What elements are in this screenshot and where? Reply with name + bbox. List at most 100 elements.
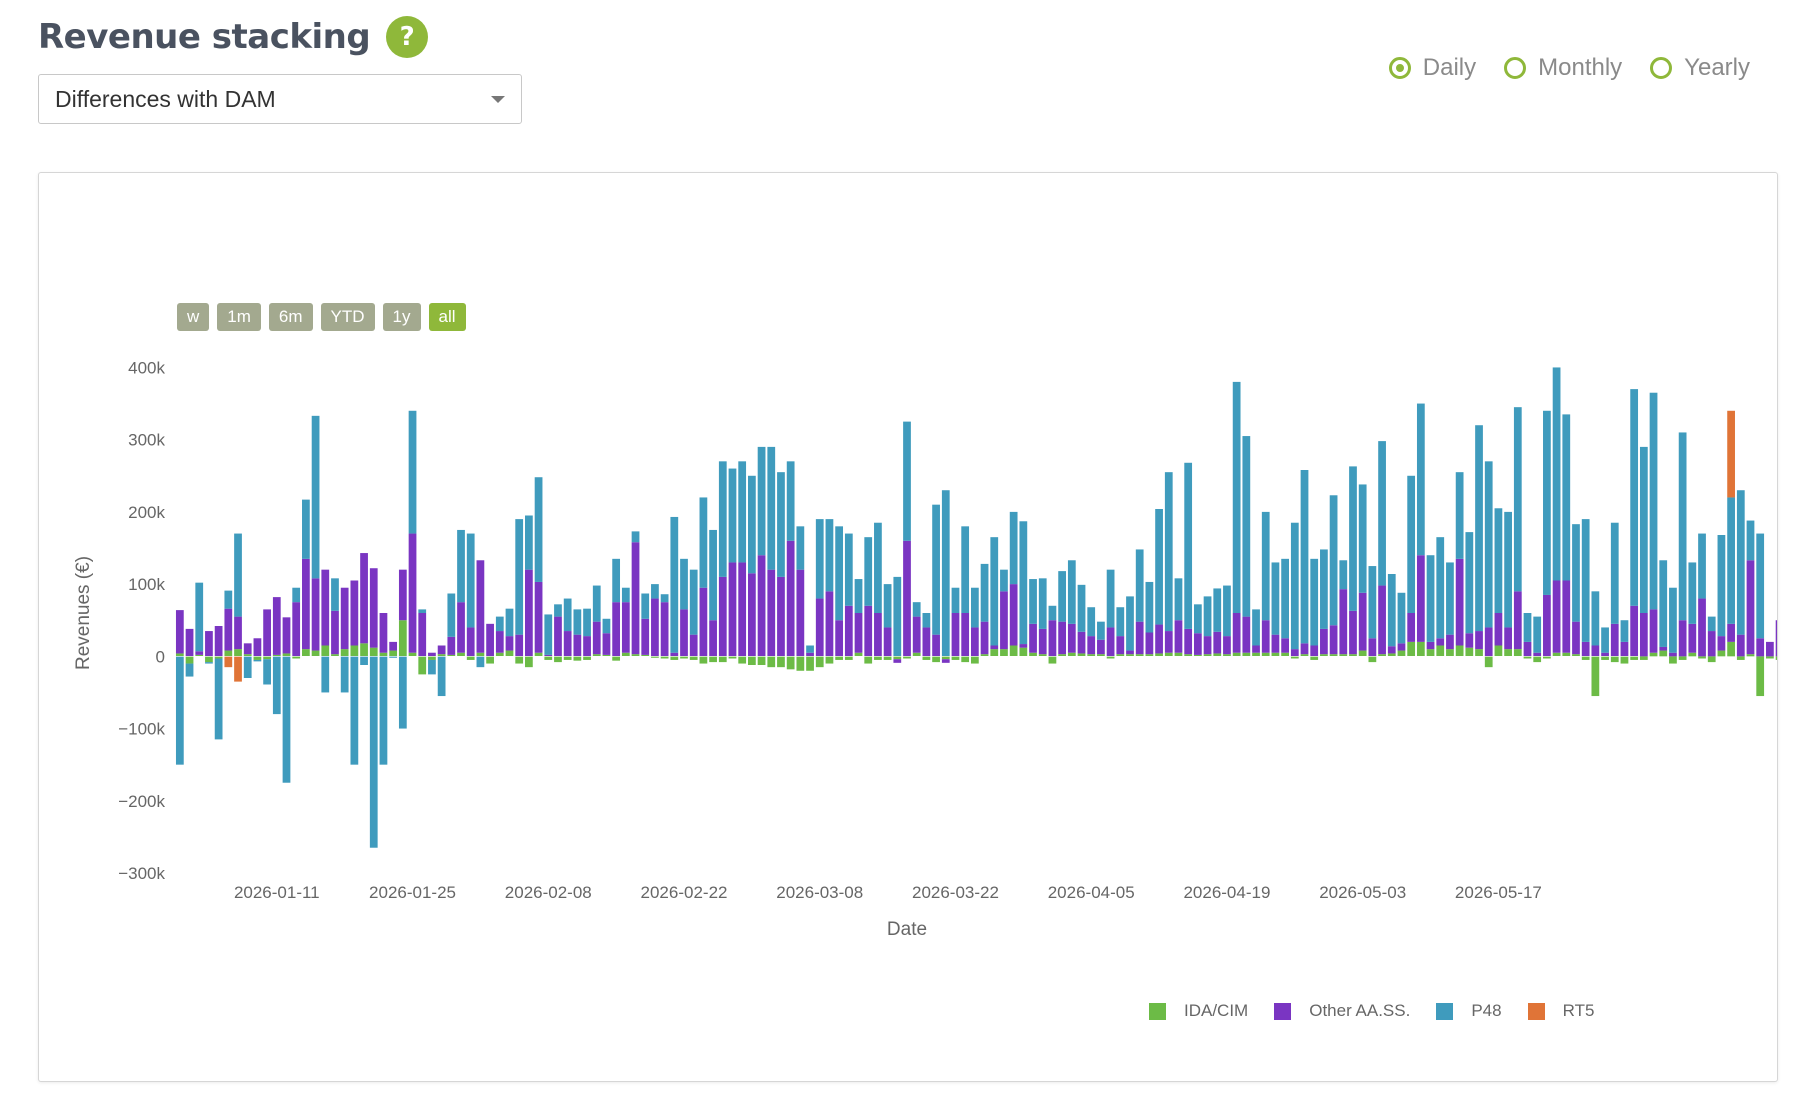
bar-p48 (825, 519, 834, 592)
bar-p48 (457, 529, 465, 603)
bar-p48 (1368, 566, 1377, 639)
bar-p48 (563, 598, 572, 632)
radio-yearly[interactable]: Yearly (1650, 54, 1750, 82)
range-button-1m[interactable]: 1m (217, 303, 261, 331)
bar-p48 (282, 656, 291, 783)
bar-other-aa-ss- (689, 634, 698, 657)
bar-ida-cim (1543, 656, 1551, 659)
range-selector: w 1m 6m YTD 1y all (177, 303, 466, 331)
bar-p48 (1484, 461, 1493, 628)
bar-p48 (970, 587, 979, 628)
range-button-6m[interactable]: 6m (268, 303, 313, 331)
bar-ida-cim (1707, 656, 1716, 663)
radio-monthly[interactable]: Monthly (1504, 54, 1622, 82)
bar-other-aa-ss- (253, 638, 262, 657)
bar-other-aa-ss- (1494, 613, 1503, 646)
bar-ida-cim (1484, 656, 1493, 668)
bar-ida-cim (912, 652, 921, 657)
bar-other-aa-ss- (205, 631, 213, 657)
bar-p48 (1378, 441, 1386, 586)
bar-ida-cim (631, 654, 640, 657)
legend-item-other-aass[interactable]: Other AA.SS. (1274, 1001, 1410, 1021)
bar-other-aa-ss- (1698, 598, 1706, 657)
bar-ida-cim (525, 656, 533, 668)
bar-ida-cim (1426, 649, 1435, 657)
bar-other-aa-ss- (1387, 646, 1396, 654)
bar-p48 (1533, 616, 1542, 653)
range-button-1y[interactable]: 1y (382, 303, 421, 331)
bar-ida-cim (1145, 654, 1154, 657)
x-tick-label: 2026-05-17 (1455, 883, 1542, 902)
bar-other-aa-ss- (1669, 652, 1677, 657)
bar-other-aa-ss- (970, 627, 979, 657)
legend-item-rt5[interactable]: RT5 (1527, 1001, 1594, 1021)
bar-p48 (612, 558, 621, 603)
bar-other-aa-ss- (1281, 638, 1289, 653)
bar-other-aa-ss- (224, 608, 233, 651)
bar-other-aa-ss- (1009, 584, 1018, 646)
bar-p48 (990, 537, 999, 646)
bar-other-aa-ss- (951, 613, 960, 657)
bar-other-aa-ss- (1572, 621, 1580, 655)
bar-ida-cim (1281, 652, 1289, 657)
bar-other-aa-ss- (1465, 633, 1474, 648)
bar-p48 (418, 609, 427, 613)
bar-p48 (447, 593, 456, 637)
bar-ida-cim (437, 654, 446, 657)
bar-p48 (1290, 522, 1299, 650)
bar-p48 (1116, 607, 1125, 637)
bar-ida-cim (1465, 647, 1474, 657)
bar-ida-cim (825, 656, 834, 664)
bar-ida-cim (1223, 654, 1231, 657)
bar-p48 (922, 613, 931, 628)
bar-ida-cim (272, 654, 281, 657)
radio-label: Daily (1422, 54, 1477, 81)
bar-other-aa-ss- (1543, 594, 1551, 657)
bar-ida-cim (1630, 656, 1639, 660)
bar-other-aa-ss- (980, 621, 989, 655)
bar-ida-cim (1009, 645, 1018, 657)
bar-ida-cim (718, 656, 727, 663)
bar-p48 (689, 569, 698, 635)
bar-ida-cim (1572, 654, 1580, 657)
legend-item-ida-cim[interactable]: IDA/CIM (1149, 1001, 1248, 1021)
bar-ida-cim (1378, 654, 1386, 657)
legend-swatch (1436, 1002, 1454, 1020)
range-button-all[interactable]: all (428, 303, 466, 331)
y-tick-label: −200k (118, 792, 165, 811)
bar-other-aa-ss- (592, 621, 601, 655)
bar-other-aa-ss- (1058, 621, 1067, 655)
bar-other-aa-ss- (1252, 645, 1260, 653)
bar-other-aa-ss- (457, 602, 465, 653)
view-select[interactable]: Differences with DAM (38, 74, 522, 124)
bar-p48 (806, 645, 814, 653)
bar-ida-cim (515, 656, 524, 664)
period-radio-group: Daily Monthly Yearly (1388, 54, 1750, 82)
bar-ida-cim (195, 654, 204, 657)
bar-other-aa-ss- (612, 602, 621, 657)
bar-other-aa-ss- (1116, 636, 1125, 655)
bar-ida-cim (612, 656, 621, 661)
bar-ida-cim (1213, 653, 1222, 657)
bar-p48 (592, 585, 601, 622)
bar-ida-cim (292, 656, 301, 659)
bar-ida-cim (340, 649, 349, 657)
bar-ida-cim (689, 656, 698, 660)
bar-other-aa-ss- (379, 613, 388, 653)
bar-other-aa-ss- (718, 576, 727, 657)
radio-daily[interactable]: Daily (1388, 54, 1477, 82)
bar-ida-cim (1116, 654, 1125, 657)
bar-p48 (205, 662, 213, 664)
bar-ida-cim (1601, 656, 1609, 660)
range-button-ytd[interactable]: YTD (320, 303, 375, 331)
bar-p48 (1659, 560, 1668, 647)
bar-other-aa-ss- (1533, 652, 1542, 657)
bar-p48 (1630, 389, 1639, 606)
bar-other-aa-ss- (1397, 643, 1406, 651)
range-button-w[interactable]: w (177, 303, 210, 331)
bar-ida-cim (185, 656, 194, 664)
bar-p48 (437, 656, 446, 697)
legend-item-p48[interactable]: P48 (1436, 1001, 1502, 1021)
help-icon[interactable]: ? (386, 16, 429, 58)
bar-p48 (534, 477, 543, 582)
